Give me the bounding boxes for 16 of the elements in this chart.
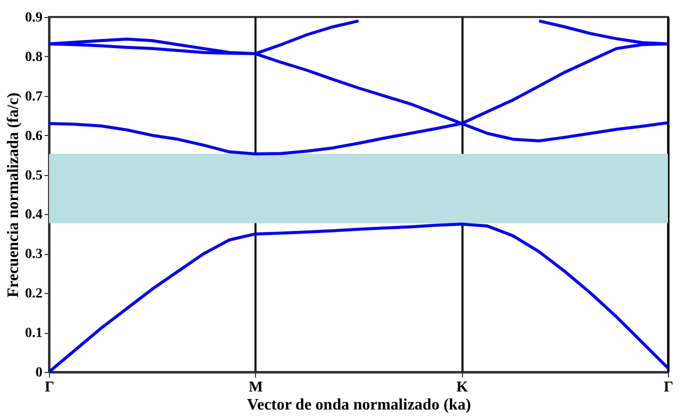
y-tick-label: 0.1 (25, 326, 42, 342)
x-tick-label: Γ (664, 380, 674, 396)
y-axis-title: Frecuencia normalizada (fa/c) (5, 92, 22, 298)
y-tick-label: 0.2 (25, 286, 42, 302)
y-tick-label: 0.6 (25, 128, 42, 144)
y-tick-label: 0 (36, 366, 42, 380)
y-tick-label: 0.7 (25, 89, 42, 104)
x-tick-label: K (456, 380, 468, 396)
x-tick-label: Γ (44, 380, 54, 396)
x-axis-title: Vector de onda normalizado (ka) (247, 396, 471, 414)
y-tick-label: 0.8 (25, 50, 42, 65)
y-tick-label: 0.9 (25, 10, 42, 26)
x-tick-label: M (248, 380, 263, 396)
y-tick-label: 0.5 (25, 168, 42, 184)
y-tick-label: 0.3 (25, 247, 42, 262)
y-tick-label: 0.4 (25, 208, 42, 223)
